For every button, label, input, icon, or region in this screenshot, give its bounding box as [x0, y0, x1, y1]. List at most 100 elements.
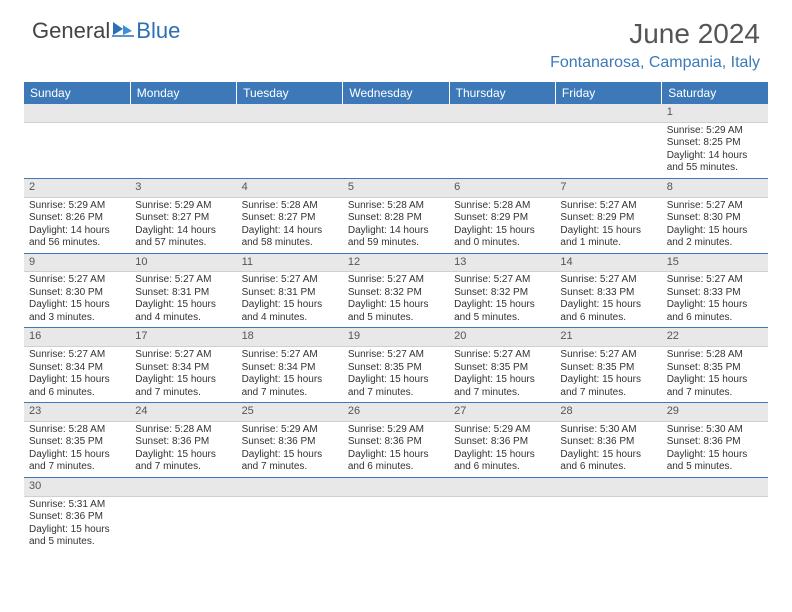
day-cell — [449, 104, 555, 178]
sunset-text: Sunset: 8:31 PM — [242, 287, 338, 300]
day-cell: 23Sunrise: 5:28 AMSunset: 8:35 PMDayligh… — [24, 403, 130, 478]
day-number — [343, 478, 449, 497]
sunrise-text: Sunrise: 5:27 AM — [667, 200, 763, 213]
sunset-text: Sunset: 8:28 PM — [348, 212, 444, 225]
day-number — [343, 104, 449, 123]
daylight-line2: and 4 minutes. — [135, 312, 231, 325]
daylight-line2: and 7 minutes. — [667, 387, 763, 400]
calendar-week-row: 2Sunrise: 5:29 AMSunset: 8:26 PMDaylight… — [24, 178, 768, 253]
sunrise-text: Sunrise: 5:27 AM — [135, 274, 231, 287]
day-number: 21 — [555, 328, 661, 347]
daylight-line2: and 5 minutes. — [454, 312, 550, 325]
daylight-line1: Daylight: 15 hours — [667, 449, 763, 462]
daylight-line2: and 6 minutes. — [454, 461, 550, 474]
day-data: Sunrise: 5:28 AMSunset: 8:36 PMDaylight:… — [130, 422, 236, 477]
day-number: 10 — [130, 254, 236, 273]
sunrise-text: Sunrise: 5:27 AM — [454, 274, 550, 287]
daylight-line1: Daylight: 14 hours — [667, 150, 763, 163]
sunset-text: Sunset: 8:29 PM — [560, 212, 656, 225]
day-cell: 8Sunrise: 5:27 AMSunset: 8:30 PMDaylight… — [662, 178, 768, 253]
daylight-line1: Daylight: 15 hours — [454, 225, 550, 238]
daylight-line1: Daylight: 15 hours — [560, 449, 656, 462]
daylight-line2: and 7 minutes. — [135, 461, 231, 474]
daylight-line2: and 5 minutes. — [667, 461, 763, 474]
day-data: Sunrise: 5:27 AMSunset: 8:30 PMDaylight:… — [24, 272, 130, 327]
daylight-line2: and 6 minutes. — [560, 461, 656, 474]
day-data: Sunrise: 5:27 AMSunset: 8:35 PMDaylight:… — [555, 347, 661, 402]
daylight-line1: Daylight: 15 hours — [29, 299, 125, 312]
daylight-line2: and 7 minutes. — [135, 387, 231, 400]
daylight-line2: and 0 minutes. — [454, 237, 550, 250]
day-cell — [130, 104, 236, 178]
logo: General Blue — [32, 18, 180, 44]
sunset-text: Sunset: 8:30 PM — [667, 212, 763, 225]
daylight-line2: and 58 minutes. — [242, 237, 338, 250]
sunrise-text: Sunrise: 5:30 AM — [667, 424, 763, 437]
daylight-line2: and 7 minutes. — [242, 461, 338, 474]
day-cell — [555, 477, 661, 555]
daylight-line1: Daylight: 15 hours — [560, 225, 656, 238]
day-number: 23 — [24, 403, 130, 422]
sunset-text: Sunset: 8:36 PM — [348, 436, 444, 449]
day-number: 22 — [662, 328, 768, 347]
sunset-text: Sunset: 8:29 PM — [454, 212, 550, 225]
sunrise-text: Sunrise: 5:28 AM — [29, 424, 125, 437]
day-number: 15 — [662, 254, 768, 273]
day-data: Sunrise: 5:27 AMSunset: 8:32 PMDaylight:… — [343, 272, 449, 327]
sunset-text: Sunset: 8:32 PM — [348, 287, 444, 300]
sunrise-text: Sunrise: 5:30 AM — [560, 424, 656, 437]
daylight-line2: and 5 minutes. — [29, 536, 125, 549]
day-cell: 20Sunrise: 5:27 AMSunset: 8:35 PMDayligh… — [449, 328, 555, 403]
sunrise-text: Sunrise: 5:28 AM — [454, 200, 550, 213]
day-cell: 29Sunrise: 5:30 AMSunset: 8:36 PMDayligh… — [662, 403, 768, 478]
day-number: 3 — [130, 179, 236, 198]
daylight-line1: Daylight: 15 hours — [454, 374, 550, 387]
sunrise-text: Sunrise: 5:29 AM — [454, 424, 550, 437]
daylight-line1: Daylight: 15 hours — [29, 524, 125, 537]
day-cell — [449, 477, 555, 555]
day-number: 7 — [555, 179, 661, 198]
day-data: Sunrise: 5:27 AMSunset: 8:31 PMDaylight:… — [130, 272, 236, 327]
daylight-line2: and 2 minutes. — [667, 237, 763, 250]
day-cell: 19Sunrise: 5:27 AMSunset: 8:35 PMDayligh… — [343, 328, 449, 403]
sunrise-text: Sunrise: 5:27 AM — [135, 349, 231, 362]
sunrise-text: Sunrise: 5:28 AM — [135, 424, 231, 437]
daylight-line1: Daylight: 15 hours — [560, 299, 656, 312]
day-number: 11 — [237, 254, 343, 273]
daylight-line1: Daylight: 15 hours — [242, 449, 338, 462]
day-number: 9 — [24, 254, 130, 273]
day-data: Sunrise: 5:27 AMSunset: 8:33 PMDaylight:… — [555, 272, 661, 327]
day-cell — [662, 477, 768, 555]
daylight-line1: Daylight: 15 hours — [348, 374, 444, 387]
sunset-text: Sunset: 8:35 PM — [29, 436, 125, 449]
day-data: Sunrise: 5:27 AMSunset: 8:35 PMDaylight:… — [343, 347, 449, 402]
sunrise-text: Sunrise: 5:27 AM — [242, 274, 338, 287]
col-wednesday: Wednesday — [343, 82, 449, 104]
daylight-line1: Daylight: 15 hours — [135, 449, 231, 462]
sunset-text: Sunset: 8:35 PM — [454, 362, 550, 375]
daylight-line1: Daylight: 14 hours — [29, 225, 125, 238]
calendar-table: Sunday Monday Tuesday Wednesday Thursday… — [24, 82, 768, 555]
sunrise-text: Sunrise: 5:29 AM — [29, 200, 125, 213]
day-cell: 2Sunrise: 5:29 AMSunset: 8:26 PMDaylight… — [24, 178, 130, 253]
day-number: 16 — [24, 328, 130, 347]
day-number: 4 — [237, 179, 343, 198]
sunrise-text: Sunrise: 5:31 AM — [29, 499, 125, 512]
day-data: Sunrise: 5:27 AMSunset: 8:33 PMDaylight:… — [662, 272, 768, 327]
daylight-line2: and 6 minutes. — [560, 312, 656, 325]
sunrise-text: Sunrise: 5:29 AM — [135, 200, 231, 213]
location: Fontanarosa, Campania, Italy — [550, 54, 760, 72]
sunset-text: Sunset: 8:25 PM — [667, 137, 763, 150]
day-data: Sunrise: 5:31 AMSunset: 8:36 PMDaylight:… — [24, 497, 130, 552]
daylight-line1: Daylight: 14 hours — [348, 225, 444, 238]
day-data: Sunrise: 5:29 AMSunset: 8:36 PMDaylight:… — [237, 422, 343, 477]
daylight-line1: Daylight: 15 hours — [135, 374, 231, 387]
sunrise-text: Sunrise: 5:27 AM — [560, 274, 656, 287]
col-sunday: Sunday — [24, 82, 130, 104]
sunset-text: Sunset: 8:34 PM — [242, 362, 338, 375]
day-cell: 11Sunrise: 5:27 AMSunset: 8:31 PMDayligh… — [237, 253, 343, 328]
daylight-line2: and 56 minutes. — [29, 237, 125, 250]
day-number — [130, 104, 236, 123]
weekday-header-row: Sunday Monday Tuesday Wednesday Thursday… — [24, 82, 768, 104]
daylight-line2: and 6 minutes. — [348, 461, 444, 474]
